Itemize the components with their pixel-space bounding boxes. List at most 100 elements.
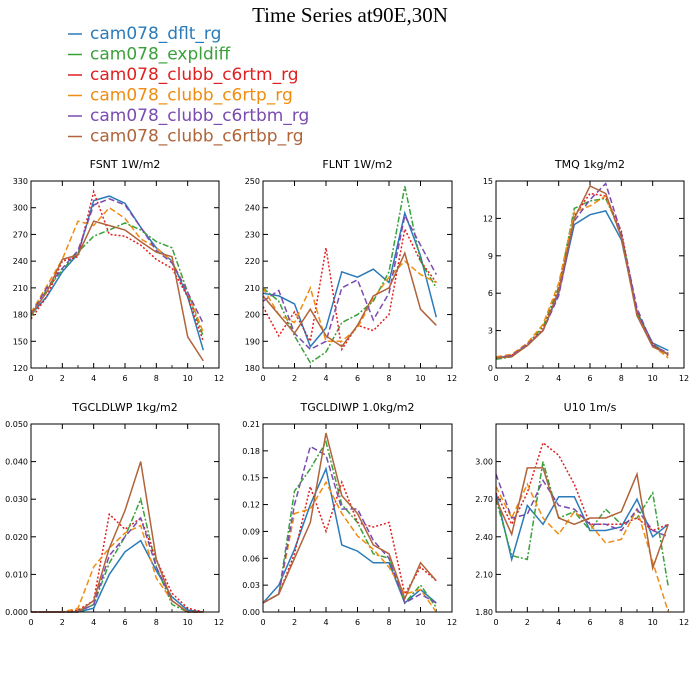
x-tick-label: 12	[214, 374, 224, 383]
series-line-cam078_clubb_c6rtbm_rg	[30, 197, 204, 324]
y-tick-label: 15	[483, 177, 493, 186]
x-tick-label: 12	[679, 618, 689, 627]
y-tick-label: 270	[13, 230, 28, 239]
panel-title: TGCLDLWP 1kg/m2	[71, 401, 177, 414]
figure-title: Time Series at90E,30N	[252, 3, 448, 27]
x-tick-label: 2	[292, 374, 297, 383]
y-tick-label: 0.18	[242, 447, 260, 456]
series-line-cam078_clubb_c6rtp_rg	[495, 482, 670, 613]
x-tick-label: 8	[154, 374, 159, 383]
y-tick-label: 0.050	[5, 420, 28, 429]
y-tick-label: 220	[245, 257, 260, 266]
x-tick-label: 4	[556, 618, 561, 627]
series-line-cam078_dflt_rg	[262, 466, 437, 605]
series-line-cam078_expldiff	[262, 439, 437, 608]
panel-title: FSNT 1W/m2	[90, 158, 161, 171]
panel: TGCLDIWP 1.0kg/m2 0 2 4 6 8 10 12 0.00 0.03 0.06 0.…	[242, 401, 457, 627]
y-tick-label: 190	[245, 337, 260, 346]
plot-frame	[30, 180, 220, 369]
series-line-cam078_clubb_c6rtbp_rg	[262, 250, 437, 348]
y-tick-label: 0.040	[5, 458, 28, 467]
y-tick-label: 240	[245, 204, 260, 213]
y-tick-label: 0.06	[242, 554, 260, 563]
legend-label: cam078_dflt_rg	[90, 24, 221, 44]
x-tick-label: 2	[60, 618, 65, 627]
series-line-cam078_clubb_c6rtbm_rg	[495, 473, 669, 538]
plot-frame	[30, 423, 220, 613]
x-tick-label: 4	[556, 374, 561, 383]
plot-frame	[262, 423, 453, 613]
y-tick-label: 3.00	[475, 458, 493, 467]
panel: U10 1m/s 0 2 4 6 8 10 12 1.80 2.10 2.40 2.70 3.00	[475, 401, 689, 627]
panel: FLNT 1W/m2 0 2 4 6 8 10 12 180 190 200 210 220 230 240…	[245, 158, 457, 383]
plot-frame	[262, 180, 453, 369]
y-tick-label: 180	[245, 364, 260, 373]
x-tick-label: 2	[292, 618, 297, 627]
x-tick-label: 4	[323, 618, 328, 627]
x-tick-label: 6	[587, 374, 592, 383]
series-line-cam078_clubb_c6rtbp_rg	[495, 467, 670, 572]
y-tick-label: 250	[245, 177, 260, 186]
y-tick-label: 180	[13, 311, 28, 320]
x-tick-label: 12	[447, 374, 457, 383]
panel: TGCLDLWP 1kg/m2 0 2 4 6 8 10 12 0.000 0.010 0.020 0…	[5, 401, 224, 627]
panels: FSNT 1W/m20 2 4 6 8 10 12120150180210240270300…	[5, 158, 689, 627]
x-tick-label: 12	[447, 618, 457, 627]
x-tick-label: 0	[493, 374, 498, 383]
y-tick-label: 300	[13, 204, 28, 213]
y-tick-label: 330	[13, 177, 28, 186]
x-tick-label: 6	[355, 618, 360, 627]
series-line-cam078_clubb_c6rtbp_rg	[30, 220, 204, 362]
x-tick-label: 6	[122, 618, 127, 627]
x-tick-label: 2	[525, 374, 530, 383]
y-tick-label: 240	[13, 257, 28, 266]
x-tick-label: 10	[415, 374, 425, 383]
x-tick-label: 0	[260, 618, 265, 627]
series-line-cam078_clubb_c6rtm_rg	[262, 226, 437, 352]
series-line-cam078_dflt_rg	[495, 492, 669, 563]
y-tick-label: 0.03	[242, 581, 260, 590]
y-tick-label: 0.09	[242, 527, 260, 536]
x-tick-label: 12	[214, 618, 224, 627]
series-line-cam078_clubb_c6rtbp_rg	[495, 185, 669, 359]
y-tick-label: 0	[488, 364, 493, 373]
y-tick-label: 150	[13, 337, 28, 346]
legend-label: cam078_expldiff	[90, 45, 232, 65]
y-tick-label: 2.10	[475, 570, 493, 579]
series-line-cam078_clubb_c6rtm_rg	[495, 441, 669, 532]
x-tick-label: 10	[415, 618, 425, 627]
series-line-cam078_clubb_c6rtbm_rg	[262, 213, 437, 351]
series-line-cam078_clubb_c6rtm_rg	[495, 192, 669, 359]
x-tick-label: 4	[91, 618, 96, 627]
x-tick-label: 8	[619, 618, 624, 627]
plot-frame	[495, 180, 685, 369]
y-tick-label: 210	[13, 284, 28, 293]
panel-title: U10 1m/s	[564, 401, 617, 414]
legend-label: cam078_clubb_c6rtp_rg	[90, 86, 293, 106]
y-tick-label: 0.12	[242, 501, 260, 510]
x-tick-label: 6	[122, 374, 127, 383]
x-tick-label: 10	[648, 618, 658, 627]
y-tick-label: 200	[245, 311, 260, 320]
series-line-cam078_clubb_c6rtbp_rg	[262, 432, 437, 604]
y-tick-label: 0.030	[5, 495, 28, 504]
x-tick-label: 8	[386, 374, 391, 383]
y-tick-label: 0.00	[242, 608, 260, 617]
x-tick-label: 0	[28, 618, 33, 627]
y-tick-label: 1.80	[475, 608, 493, 617]
legend-label: cam078_clubb_c6rtbp_rg	[90, 127, 304, 147]
x-tick-label: 8	[386, 618, 391, 627]
legend-label: cam078_clubb_c6rtm_rg	[90, 65, 299, 85]
y-tick-label: 6	[488, 289, 493, 298]
x-tick-label: 6	[587, 618, 592, 627]
y-tick-label: 0.010	[5, 570, 28, 579]
x-tick-label: 12	[679, 374, 689, 383]
x-tick-label: 10	[648, 374, 658, 383]
series-line-cam078_clubb_c6rtbm_rg	[262, 445, 437, 605]
y-tick-label: 0.15	[242, 474, 260, 483]
x-tick-label: 6	[355, 374, 360, 383]
y-tick-label: 2.70	[475, 495, 493, 504]
x-tick-label: 0	[493, 618, 498, 627]
